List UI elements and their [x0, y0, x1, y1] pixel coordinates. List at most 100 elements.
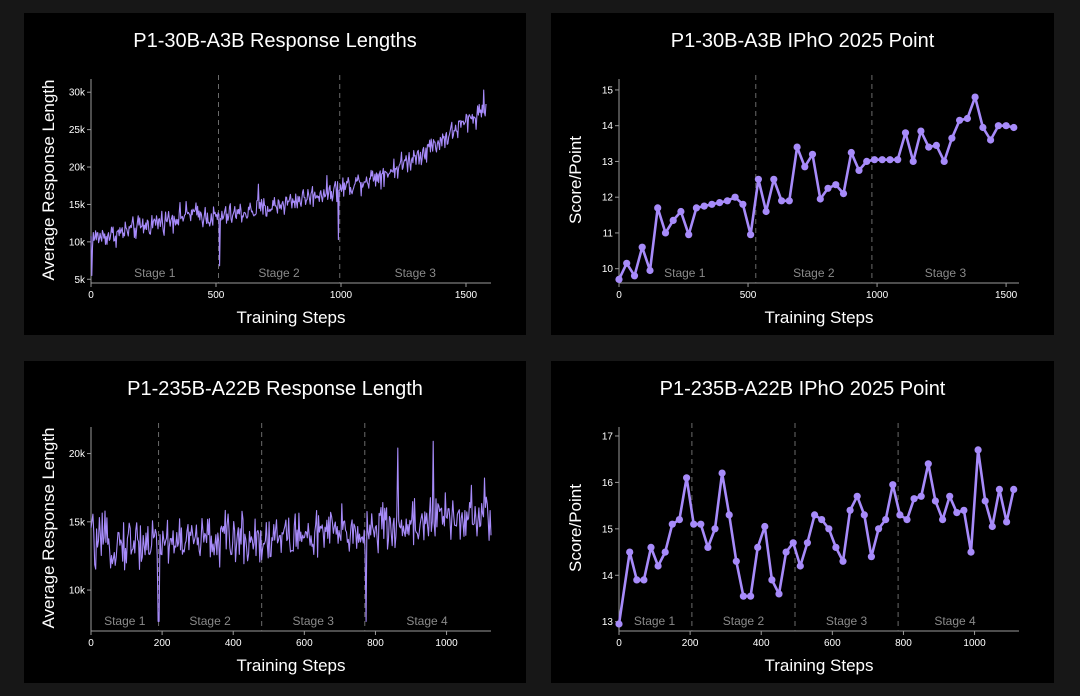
data-point [668, 520, 676, 528]
data-point [692, 204, 700, 212]
data-point [894, 156, 902, 164]
data-point [732, 557, 740, 565]
data-point [886, 156, 894, 164]
data-point [704, 543, 712, 551]
data-point [731, 193, 739, 201]
chart-panel-p235-ipho-point: P1-235B-A22B IPhO 2025 Point 0 200 400 600 80… [551, 361, 1054, 683]
y-tick-label: 5k [74, 275, 86, 286]
data-point [785, 197, 793, 205]
y-tick-label: 12 [602, 193, 614, 204]
x-tick-label: 0 [616, 638, 622, 649]
data-point [855, 166, 863, 174]
data-point [863, 157, 871, 165]
x-tick-label: 600 [824, 638, 841, 649]
data-point [640, 576, 648, 584]
data-point [882, 516, 890, 524]
chart-title: P1-30B-A3B Response Lengths [133, 30, 417, 52]
data-point [739, 592, 747, 600]
y-tick-label: 13 [602, 617, 614, 628]
stage-label: Stage 3 [826, 614, 868, 628]
data-point [761, 522, 769, 531]
data-point [924, 460, 932, 468]
data-point [739, 200, 747, 208]
data-point [903, 516, 911, 524]
x-tick-label: 200 [682, 638, 699, 649]
data-point [824, 184, 832, 192]
data-point [775, 590, 783, 598]
data-point [725, 511, 733, 519]
stage-label: Stage 2 [258, 266, 300, 280]
data-point [654, 204, 662, 212]
data-point [818, 516, 826, 524]
x-tick-label: 1000 [866, 290, 889, 301]
y-axis-label: Score/Point [566, 136, 585, 224]
data-point [654, 562, 662, 570]
series-line [617, 448, 1015, 625]
x-tick-label: 0 [88, 290, 94, 301]
data-point [825, 525, 833, 533]
x-tick-label: 1000 [435, 638, 458, 649]
data-point [875, 525, 883, 533]
stage-label: Stage 1 [104, 614, 146, 628]
data-point [846, 506, 854, 514]
x-axis-label: Training Steps [765, 656, 874, 675]
data-point [723, 197, 731, 205]
data-point [626, 548, 634, 556]
x-axis-label: Training Steps [237, 656, 346, 675]
data-point [630, 272, 639, 280]
data-point [789, 539, 797, 547]
data-point [878, 156, 886, 164]
y-tick-label: 14 [602, 121, 614, 132]
data-point [987, 136, 995, 144]
data-point [995, 485, 1003, 493]
data-point [801, 163, 809, 171]
y-tick-label: 11 [603, 228, 614, 239]
data-point [870, 156, 879, 164]
data-point [971, 93, 979, 101]
y-tick-label: 10k [69, 586, 86, 597]
data-point [931, 497, 939, 505]
x-tick-label: 1000 [330, 290, 353, 301]
series-line [90, 89, 487, 277]
data-point [615, 275, 623, 283]
data-point [910, 495, 918, 503]
data-point [768, 576, 776, 584]
data-point [675, 516, 683, 524]
x-tick-label: 200 [154, 638, 171, 649]
stage-label: Stage 1 [664, 266, 706, 280]
data-point [747, 231, 755, 239]
x-tick-label: 600 [296, 638, 313, 649]
data-point [669, 216, 677, 224]
data-point [677, 207, 685, 216]
chart-panel-p30-ipho-point: P1-30B-A3B IPhO 2025 Point 0 500 1000 1500 10… [551, 13, 1054, 335]
data-point [896, 511, 904, 519]
y-axis-label: Average Response Length [39, 427, 58, 628]
data-point [981, 497, 989, 505]
stage-label: Stage 3 [395, 266, 437, 280]
stage-label: Stage 2 [723, 614, 765, 628]
data-point [1003, 518, 1011, 526]
data-point [711, 525, 719, 533]
chart-title: P1-30B-A3B IPhO 2025 Point [671, 30, 935, 52]
y-tick-label: 10k [69, 237, 86, 248]
data-point [700, 202, 708, 210]
chart-title: P1-235B-A22B Response Length [127, 378, 423, 400]
data-point [917, 492, 925, 500]
y-tick-label: 15 [602, 524, 614, 535]
stage-label: Stage 2 [189, 614, 231, 628]
data-point [697, 520, 705, 528]
stage-label: Stage 4 [406, 614, 448, 628]
x-tick-label: 0 [616, 290, 622, 301]
data-point [967, 548, 975, 556]
chart-title: P1-235B-A22B IPhO 2025 Point [660, 378, 946, 400]
y-tick-label: 20k [69, 163, 86, 174]
data-point [811, 511, 819, 519]
data-point [847, 148, 855, 157]
x-tick-label: 1500 [995, 290, 1018, 301]
series-line [617, 95, 1015, 280]
data-point [793, 143, 801, 151]
data-point [747, 592, 755, 600]
data-point [932, 141, 940, 149]
stage-label: Stage 2 [793, 266, 835, 280]
data-point [615, 620, 623, 628]
